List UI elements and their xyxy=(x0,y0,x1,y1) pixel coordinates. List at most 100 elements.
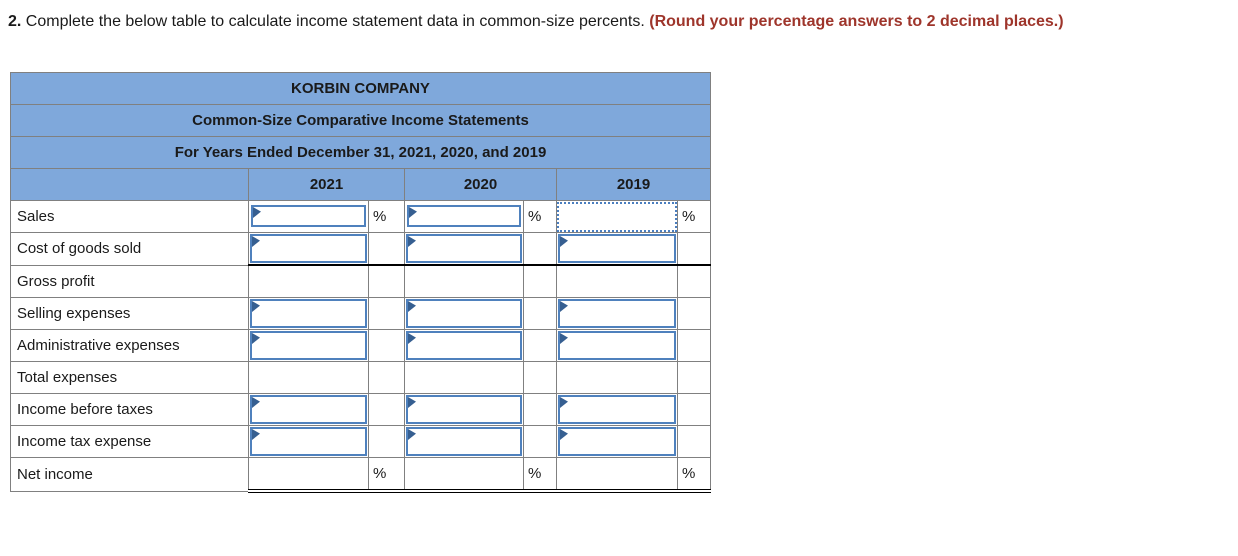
row-label-income-tax-expense: Income tax expense xyxy=(10,425,249,458)
company-name: KORBIN COMPANY xyxy=(10,72,711,105)
cell-income-before-taxes-2021 xyxy=(248,393,369,426)
cell-gross-profit-2020 xyxy=(404,264,524,298)
percent-cell-income-tax-expense-2019 xyxy=(677,425,711,458)
input-income-tax-expense-2021[interactable] xyxy=(250,427,367,456)
input-administrative-expenses-2020[interactable] xyxy=(406,331,522,360)
percent-cell-selling-expenses-2020 xyxy=(523,297,557,330)
page: 2. Complete the below table to calculate… xyxy=(0,10,1238,493)
row-label-income-before-taxes: Income before taxes xyxy=(10,393,249,426)
cell-total-expenses-2019 xyxy=(556,361,678,394)
input-administrative-expenses-2021[interactable] xyxy=(250,331,367,360)
percent-cell-income-tax-expense-2020 xyxy=(523,425,557,458)
year-header-row: 2021 2020 2019 xyxy=(10,168,711,201)
entry-flag-icon xyxy=(408,236,416,247)
cell-cost-of-goods-sold-2019 xyxy=(556,232,678,266)
year-header-2021: 2021 xyxy=(248,168,405,201)
input-income-tax-expense-2019[interactable] xyxy=(558,427,676,456)
table-row-administrative-expenses: Administrative expenses xyxy=(10,329,711,362)
entry-flag-icon xyxy=(252,333,260,344)
percent-cell-cost-of-goods-sold-2019 xyxy=(677,232,711,266)
entry-flag-icon xyxy=(560,333,568,344)
focused-input-sales-2019[interactable] xyxy=(557,201,677,232)
table-row-gross-profit: Gross profit xyxy=(10,264,711,298)
entry-flag-icon xyxy=(560,397,568,408)
input-cost-of-goods-sold-2019[interactable] xyxy=(558,234,676,263)
percent-cell-total-expenses-2020 xyxy=(523,361,557,394)
input-income-before-taxes-2020[interactable] xyxy=(406,395,522,424)
input-income-before-taxes-2019[interactable] xyxy=(558,395,676,424)
entry-flag-icon xyxy=(409,207,417,218)
percent-cell-administrative-expenses-2020 xyxy=(523,329,557,362)
row-label-net-income: Net income xyxy=(10,457,249,492)
cell-gross-profit-2019 xyxy=(556,264,678,298)
year-header-2020: 2020 xyxy=(404,168,557,201)
table-row-net-income: Net income%%% xyxy=(10,457,711,493)
percent-cell-income-before-taxes-2019 xyxy=(677,393,711,426)
statement-title: Common-Size Comparative Income Statement… xyxy=(10,104,711,137)
percent-cell-total-expenses-2019 xyxy=(677,361,711,394)
input-income-before-taxes-2021[interactable] xyxy=(250,395,367,424)
percent-cell-total-expenses-2021 xyxy=(368,361,405,394)
statement-period: For Years Ended December 31, 2021, 2020,… xyxy=(10,136,711,169)
question-number: 2. xyxy=(8,13,22,30)
cell-administrative-expenses-2019 xyxy=(556,329,678,362)
instruction-emphasis: (Round your percentage answers to 2 deci… xyxy=(649,13,1064,30)
entry-flag-icon xyxy=(252,301,260,312)
cell-sales-2019 xyxy=(556,200,678,233)
cell-income-tax-expense-2021 xyxy=(248,425,369,458)
percent-sign-net-income-2019: % xyxy=(677,457,711,493)
percent-sign-net-income-2020: % xyxy=(523,457,557,493)
cell-selling-expenses-2021 xyxy=(248,297,369,330)
percent-cell-income-tax-expense-2021 xyxy=(368,425,405,458)
entry-flag-icon xyxy=(408,429,416,440)
entry-flag-icon xyxy=(408,301,416,312)
year-header-2019: 2019 xyxy=(556,168,711,201)
percent-sign-net-income-2021: % xyxy=(368,457,405,493)
table-row-selling-expenses: Selling expenses xyxy=(10,297,711,330)
percent-sign-sales-2020: % xyxy=(523,200,557,233)
cell-cost-of-goods-sold-2020 xyxy=(404,232,524,266)
percent-cell-administrative-expenses-2021 xyxy=(368,329,405,362)
cell-administrative-expenses-2020 xyxy=(404,329,524,362)
cell-total-expenses-2020 xyxy=(404,361,524,394)
entry-flag-icon xyxy=(252,429,260,440)
cell-income-tax-expense-2019 xyxy=(556,425,678,458)
input-administrative-expenses-2019[interactable] xyxy=(558,331,676,360)
entry-flag-icon xyxy=(408,333,416,344)
input-selling-expenses-2020[interactable] xyxy=(406,299,522,328)
row-label-sales: Sales xyxy=(10,200,249,233)
cell-cost-of-goods-sold-2021 xyxy=(248,232,369,266)
entry-flag-icon xyxy=(253,207,261,218)
input-income-tax-expense-2020[interactable] xyxy=(406,427,522,456)
row-label-cost-of-goods-sold: Cost of goods sold xyxy=(10,232,249,266)
input-sales-2020[interactable] xyxy=(407,205,521,227)
cell-administrative-expenses-2021 xyxy=(248,329,369,362)
entry-flag-icon xyxy=(560,429,568,440)
cell-income-before-taxes-2019 xyxy=(556,393,678,426)
cell-net-income-2021 xyxy=(248,457,369,493)
cell-net-income-2020 xyxy=(404,457,524,493)
table-title-row: KORBIN COMPANY xyxy=(10,72,711,105)
percent-cell-gross-profit-2021 xyxy=(368,264,405,298)
cell-sales-2021 xyxy=(248,200,369,233)
income-statement-table: KORBIN COMPANY Common-Size Comparative I… xyxy=(10,72,711,493)
percent-cell-gross-profit-2019 xyxy=(677,264,711,298)
cell-net-income-2019 xyxy=(556,457,678,493)
input-selling-expenses-2021[interactable] xyxy=(250,299,367,328)
entry-flag-icon xyxy=(560,236,568,247)
percent-sign-sales-2021: % xyxy=(368,200,405,233)
corner-cell xyxy=(10,168,249,201)
percent-cell-administrative-expenses-2019 xyxy=(677,329,711,362)
cell-selling-expenses-2019 xyxy=(556,297,678,330)
percent-sign-sales-2019: % xyxy=(677,200,711,233)
row-label-gross-profit: Gross profit xyxy=(10,264,249,298)
entry-flag-icon xyxy=(252,397,260,408)
input-cost-of-goods-sold-2021[interactable] xyxy=(250,234,367,263)
table-row-sales: Sales%%% xyxy=(10,200,711,233)
percent-cell-income-before-taxes-2020 xyxy=(523,393,557,426)
row-label-selling-expenses: Selling expenses xyxy=(10,297,249,330)
input-selling-expenses-2019[interactable] xyxy=(558,299,676,328)
input-cost-of-goods-sold-2020[interactable] xyxy=(406,234,522,263)
cell-total-expenses-2021 xyxy=(248,361,369,394)
input-sales-2021[interactable] xyxy=(251,205,366,227)
